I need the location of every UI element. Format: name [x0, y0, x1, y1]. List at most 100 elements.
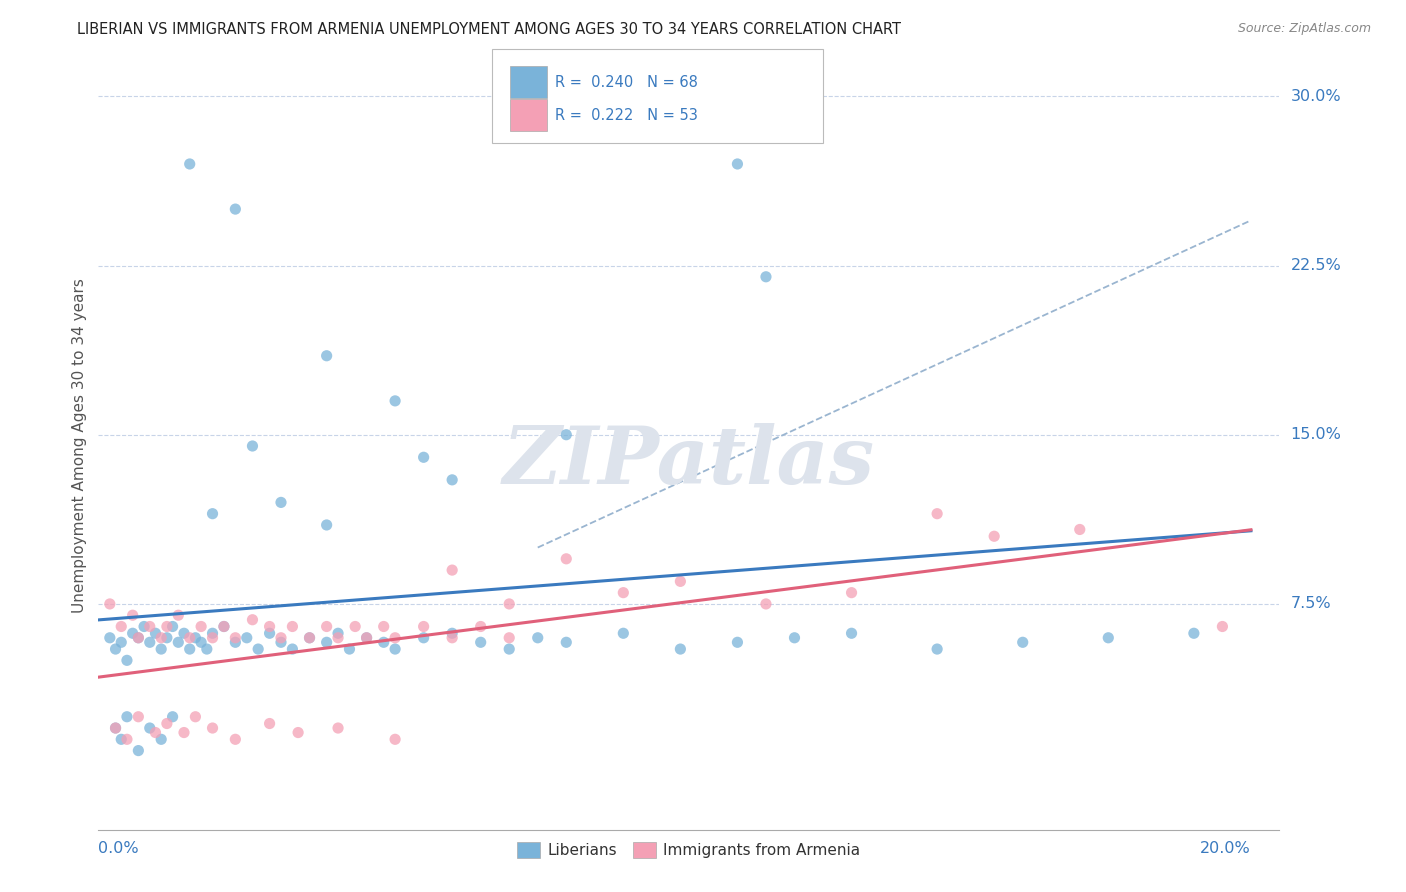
Text: LIBERIAN VS IMMIGRANTS FROM ARMENIA UNEMPLOYMENT AMONG AGES 30 TO 34 YEARS CORRE: LIBERIAN VS IMMIGRANTS FROM ARMENIA UNEM… — [77, 22, 901, 37]
Point — [270, 495, 292, 509]
Point — [270, 631, 292, 645]
Point — [326, 721, 349, 735]
Point — [184, 710, 207, 724]
Point — [441, 563, 464, 577]
Point — [612, 585, 634, 599]
Point — [104, 642, 127, 657]
Point — [195, 642, 218, 657]
Point — [755, 597, 778, 611]
Point — [156, 619, 179, 633]
Point — [173, 626, 195, 640]
Point — [441, 473, 464, 487]
Point — [441, 631, 464, 645]
Point — [470, 635, 492, 649]
Point — [555, 635, 578, 649]
Point — [173, 725, 195, 739]
Point — [555, 427, 578, 442]
Point — [356, 631, 378, 645]
Point — [212, 619, 235, 633]
Point — [212, 619, 235, 633]
Point — [139, 619, 162, 633]
Point — [201, 631, 224, 645]
Text: R =  0.222   N = 53: R = 0.222 N = 53 — [555, 108, 699, 122]
Point — [115, 710, 138, 724]
Text: 22.5%: 22.5% — [1291, 258, 1341, 273]
Point — [121, 608, 143, 623]
Point — [127, 743, 149, 757]
Point — [179, 642, 201, 657]
Point — [412, 619, 434, 633]
Point — [167, 635, 190, 649]
Legend: Liberians, Immigrants from Armenia: Liberians, Immigrants from Armenia — [512, 836, 866, 864]
Point — [127, 710, 149, 724]
Point — [1011, 635, 1033, 649]
Point — [339, 642, 361, 657]
Point — [145, 725, 167, 739]
Point — [555, 551, 578, 566]
Text: 15.0%: 15.0% — [1291, 427, 1341, 442]
Point — [498, 597, 520, 611]
Point — [236, 631, 259, 645]
Point — [139, 721, 162, 735]
Point — [201, 721, 224, 735]
Point — [190, 635, 212, 649]
Y-axis label: Unemployment Among Ages 30 to 34 years: Unemployment Among Ages 30 to 34 years — [72, 278, 87, 614]
Point — [121, 626, 143, 640]
Point — [326, 626, 349, 640]
Point — [725, 635, 748, 649]
Point — [298, 631, 321, 645]
Point — [281, 619, 304, 633]
Point — [110, 732, 132, 747]
Point — [373, 619, 395, 633]
Point — [259, 716, 281, 731]
Point — [167, 608, 190, 623]
Point — [841, 585, 863, 599]
Point — [669, 574, 692, 589]
Text: 0.0%: 0.0% — [98, 841, 139, 855]
Point — [156, 716, 179, 731]
Point — [1182, 626, 1205, 640]
Point — [179, 631, 201, 645]
Point — [526, 631, 548, 645]
Point — [783, 631, 806, 645]
Point — [259, 626, 281, 640]
Point — [412, 450, 434, 465]
Point — [98, 597, 121, 611]
Point — [725, 157, 748, 171]
Point — [150, 631, 173, 645]
Point — [115, 732, 138, 747]
Point — [287, 725, 309, 739]
Point — [156, 631, 179, 645]
Point — [315, 619, 337, 633]
Point — [384, 393, 406, 408]
Point — [1211, 619, 1233, 633]
Point — [247, 642, 270, 657]
Point — [104, 721, 127, 735]
Point — [242, 613, 264, 627]
Point — [384, 631, 406, 645]
Point — [127, 631, 149, 645]
Point — [110, 635, 132, 649]
Point — [669, 642, 692, 657]
Point — [384, 642, 406, 657]
Point — [242, 439, 264, 453]
Point — [983, 529, 1005, 543]
Point — [927, 642, 949, 657]
Text: 30.0%: 30.0% — [1291, 89, 1341, 103]
Text: 7.5%: 7.5% — [1291, 597, 1331, 611]
Point — [162, 710, 184, 724]
Point — [498, 631, 520, 645]
Point — [298, 631, 321, 645]
Point — [281, 642, 304, 657]
Point — [104, 721, 127, 735]
Point — [384, 732, 406, 747]
Point — [927, 507, 949, 521]
Point — [162, 619, 184, 633]
Text: Source: ZipAtlas.com: Source: ZipAtlas.com — [1237, 22, 1371, 36]
Point — [110, 619, 132, 633]
Point — [224, 202, 246, 216]
Point — [150, 642, 173, 657]
Point — [373, 635, 395, 649]
Point — [139, 635, 162, 649]
Point — [470, 619, 492, 633]
